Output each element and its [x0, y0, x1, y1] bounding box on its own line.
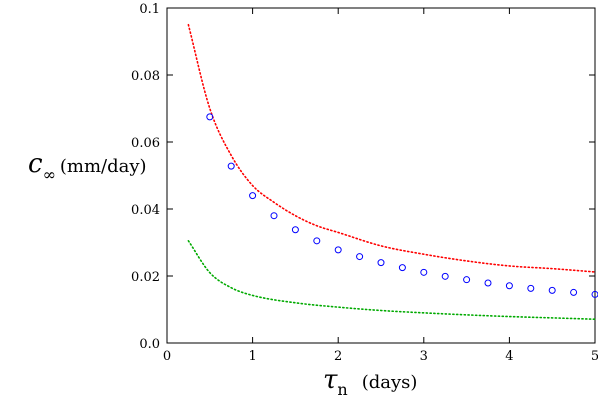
series-2 [187, 240, 596, 321]
y-tick-label: 0.02 [131, 270, 160, 285]
plot-frame [166, 7, 596, 344]
y-tick-label: 0.1 [139, 2, 160, 17]
y-axis-label: c∞ (mm/day) [28, 149, 147, 184]
series-0 [187, 23, 596, 273]
data-point [313, 237, 321, 245]
y-axis-label-unit: (mm/day) [60, 156, 147, 177]
tick-labels: 0 1 2 3 4 5 0.0 0.02 0.04 0.06 0.08 0.1 [131, 2, 598, 364]
y-tick-label: 0.08 [131, 69, 160, 84]
x-axis-label-unit: (days) [362, 372, 418, 393]
y-tick-label: 0.0 [139, 337, 160, 352]
ticks [166, 7, 596, 344]
series-1 [206, 113, 598, 298]
y-axis-label-symbol: c [28, 149, 43, 179]
x-tick-label: 4 [505, 349, 513, 364]
data-point [270, 212, 278, 220]
series-layer [187, 23, 598, 321]
x-tick-label: 2 [334, 349, 342, 364]
data-point [484, 279, 492, 287]
x-tick-label: 3 [420, 349, 428, 364]
data-point [527, 284, 535, 292]
data-point [505, 282, 513, 290]
data-point [356, 253, 364, 261]
x-tick-label: 0 [163, 349, 171, 364]
data-point [591, 290, 598, 298]
x-axis-label-symbol: τ [323, 365, 338, 395]
data-point [570, 288, 578, 296]
data-point [398, 264, 406, 272]
data-point [206, 113, 214, 121]
series-line [187, 23, 596, 273]
data-point [377, 259, 385, 267]
y-axis-label-subscript: ∞ [43, 165, 56, 184]
data-point [249, 192, 257, 200]
y-tick-label: 0.06 [131, 136, 160, 151]
x-tick-label: 1 [248, 349, 256, 364]
data-point [227, 162, 235, 170]
x-axis-label: τn (days) [323, 365, 417, 399]
data-point [334, 246, 342, 254]
data-point [441, 272, 449, 280]
y-tick-label: 0.04 [131, 203, 160, 218]
data-point [463, 276, 471, 284]
data-point [548, 286, 556, 294]
series-line [187, 240, 596, 321]
x-tick-label: 5 [591, 349, 598, 364]
data-point [420, 268, 428, 276]
data-point [291, 226, 299, 234]
x-axis-label-subscript: n [337, 380, 347, 399]
